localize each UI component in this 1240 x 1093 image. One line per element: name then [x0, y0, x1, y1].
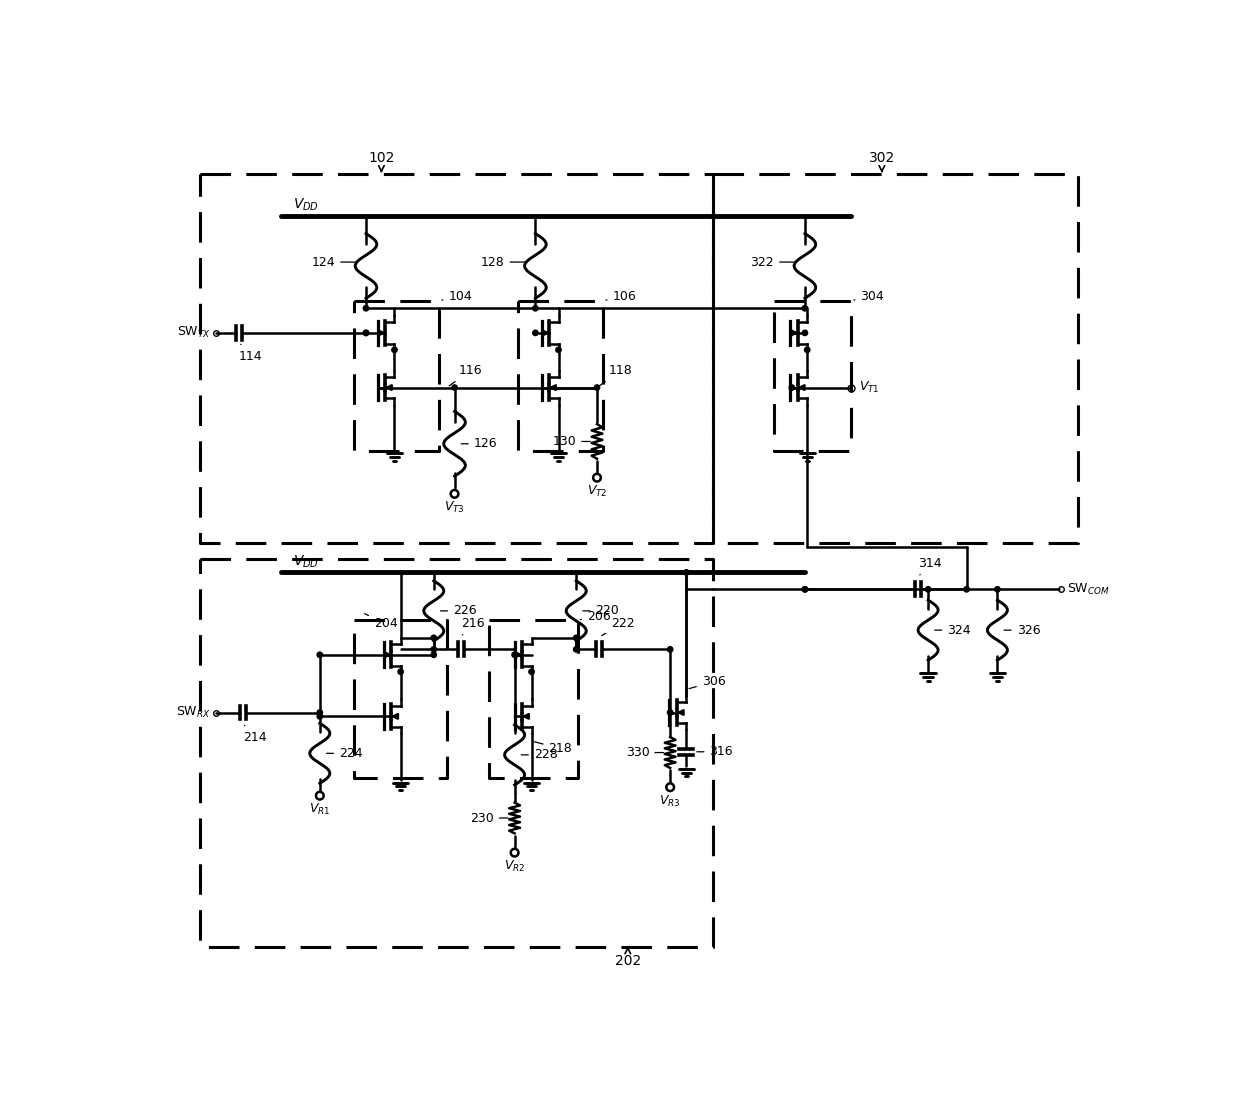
Circle shape	[432, 647, 436, 653]
Text: 124: 124	[311, 256, 356, 269]
Text: 118: 118	[599, 364, 632, 386]
Circle shape	[451, 385, 458, 390]
Text: 126: 126	[461, 437, 497, 450]
Circle shape	[533, 330, 538, 336]
Circle shape	[317, 714, 322, 719]
Circle shape	[667, 647, 673, 653]
Text: $V_{R1}$: $V_{R1}$	[309, 802, 331, 818]
Text: 206: 206	[580, 610, 611, 623]
Text: $V_{R3}$: $V_{R3}$	[660, 794, 681, 809]
Text: 226: 226	[440, 604, 476, 618]
Text: 304: 304	[854, 291, 884, 303]
Circle shape	[363, 330, 368, 336]
Circle shape	[805, 348, 810, 353]
Text: 302: 302	[869, 151, 895, 172]
Text: $V_{T1}$: $V_{T1}$	[859, 380, 879, 396]
Text: 106: 106	[606, 291, 636, 303]
Text: $V_{DD}$: $V_{DD}$	[293, 197, 319, 213]
Circle shape	[802, 587, 807, 592]
Text: $V_{T2}$: $V_{T2}$	[587, 484, 608, 500]
Circle shape	[317, 653, 322, 658]
Circle shape	[789, 385, 795, 390]
Text: 218: 218	[534, 742, 572, 755]
Circle shape	[512, 653, 517, 658]
Text: 228: 228	[521, 749, 558, 762]
Circle shape	[533, 306, 538, 310]
Circle shape	[925, 587, 931, 592]
Circle shape	[432, 635, 436, 640]
Text: 128: 128	[481, 256, 525, 269]
Text: 330: 330	[626, 747, 663, 759]
Text: 326: 326	[1004, 624, 1040, 636]
Text: 102: 102	[368, 151, 394, 172]
Text: 316: 316	[697, 745, 733, 759]
Text: 324: 324	[935, 624, 971, 636]
Text: 306: 306	[689, 675, 725, 689]
Circle shape	[667, 709, 673, 715]
Circle shape	[556, 348, 562, 353]
Text: 204: 204	[365, 613, 398, 631]
Text: 322: 322	[750, 256, 795, 269]
Circle shape	[802, 306, 807, 310]
Circle shape	[574, 635, 579, 640]
Circle shape	[802, 587, 807, 592]
Text: $V_{R2}$: $V_{R2}$	[503, 859, 526, 874]
Text: 314: 314	[918, 556, 941, 575]
Text: 104: 104	[441, 291, 472, 303]
Text: 220: 220	[583, 604, 619, 618]
Text: 202: 202	[615, 948, 641, 968]
Text: 214: 214	[243, 726, 267, 743]
Text: $V_{T3}$: $V_{T3}$	[444, 501, 465, 515]
Text: 222: 222	[601, 616, 635, 636]
Circle shape	[398, 669, 403, 674]
Text: 116: 116	[449, 364, 482, 386]
Circle shape	[392, 348, 397, 353]
Circle shape	[994, 587, 1001, 592]
Circle shape	[594, 385, 600, 390]
Circle shape	[574, 647, 579, 653]
Circle shape	[802, 330, 807, 336]
Text: SW$_{COM}$: SW$_{COM}$	[1066, 581, 1110, 597]
Circle shape	[528, 669, 534, 674]
Text: 216: 216	[461, 616, 485, 635]
Circle shape	[363, 330, 368, 336]
Circle shape	[432, 653, 436, 658]
Circle shape	[317, 709, 322, 715]
Text: 230: 230	[470, 811, 508, 824]
Circle shape	[363, 306, 368, 310]
Text: 224: 224	[326, 747, 362, 760]
Text: SW$_{RX}$: SW$_{RX}$	[176, 705, 211, 720]
Text: $V_{DD}$: $V_{DD}$	[293, 553, 319, 569]
Text: SW$_{TX}$: SW$_{TX}$	[176, 326, 211, 340]
Circle shape	[683, 569, 689, 575]
Circle shape	[963, 587, 970, 592]
Text: 114: 114	[239, 344, 263, 363]
Text: 130: 130	[553, 435, 590, 448]
